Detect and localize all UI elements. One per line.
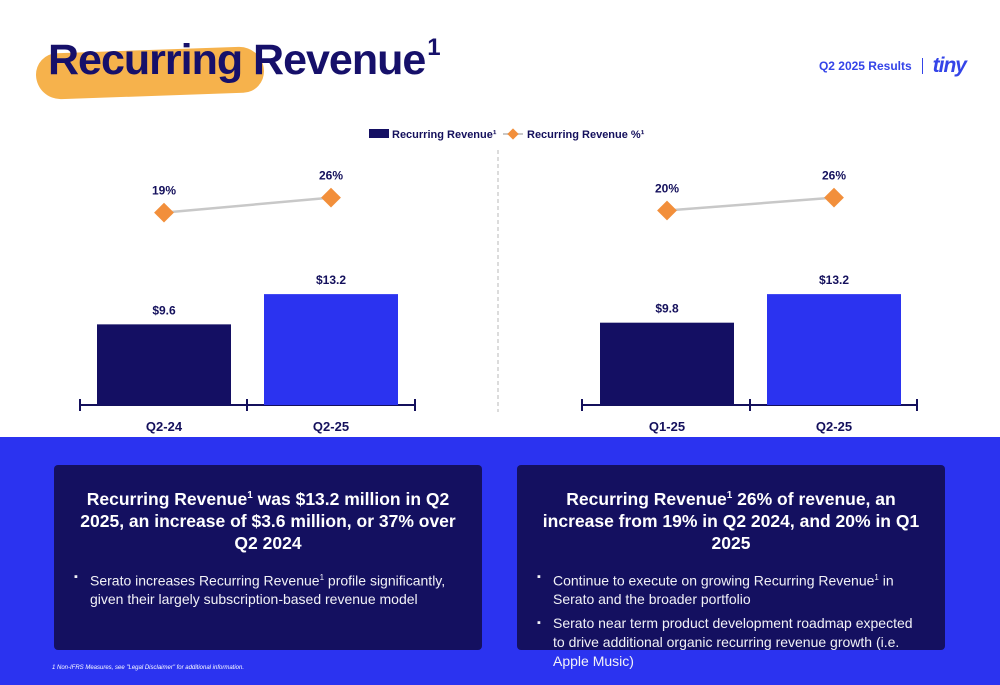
page-title: Recurring Revenue1 [48, 34, 441, 85]
pct-value-label: 20% [655, 182, 679, 196]
pct-value-label: 26% [822, 169, 846, 183]
bar-value-label: $9.8 [655, 302, 679, 316]
card-right: Recurring Revenue1 26% of revenue, an in… [517, 465, 945, 669]
tiny-logo: tiny [932, 54, 967, 77]
bullet-sup: 1 [874, 572, 879, 582]
card-right-bullets: Continue to execute on growing Recurring… [535, 568, 927, 672]
category-label: Q2-25 [816, 419, 852, 434]
recurring-revenue-chart: Recurring Revenue¹ Recurring Revenue %¹ $9… [0, 112, 1000, 442]
card-left-heading-b: was $13.2 million in Q2 2025, an increas… [80, 488, 456, 553]
chart-svg: Recurring Revenue¹ Recurring Revenue %¹ $9… [79, 128, 918, 434]
card-right-heading: Recurring Revenue1 26% of revenue, an in… [535, 485, 927, 554]
bar-value-label: $13.2 [819, 273, 849, 287]
card-left-heading: Recurring Revenue1 was $13.2 million in … [72, 485, 464, 554]
pct-line [666, 196, 835, 212]
card-right-bullet: Serato near term product development roa… [535, 614, 927, 671]
pct-marker [657, 200, 677, 221]
pct-value-label: 26% [319, 169, 343, 183]
category-label: Q2-25 [313, 419, 349, 434]
card-left: Recurring Revenue1 was $13.2 million in … [54, 465, 482, 650]
card-left-heading-sup: 1 [247, 490, 253, 501]
pct-marker [824, 187, 844, 208]
category-label: Q2-24 [146, 419, 183, 434]
bullet-text-a: Serato near term product development roa… [553, 615, 913, 670]
card-left-bullets: Serato increases Recurring Revenue1 prof… [72, 568, 464, 610]
legend-marker-swatch [507, 128, 519, 140]
bar-value-label: $13.2 [316, 273, 346, 287]
legend-bar-swatch [369, 129, 389, 138]
card-right-heading-b: 26% of revenue, an increase from 19% in … [542, 488, 920, 553]
bar [97, 324, 231, 405]
results-label: Q2 2025 Results [818, 59, 912, 73]
bar-value-label: $9.6 [152, 303, 176, 317]
bar [600, 322, 734, 405]
pct-line [163, 196, 332, 214]
bullet-text-a: Continue to execute on growing Recurring… [553, 572, 875, 589]
bar [767, 294, 901, 405]
bullet-text-b: in Serato and the broader portfolio [553, 572, 894, 608]
card-right-heading-sup: 1 [726, 490, 733, 501]
bullet-sup: 1 [319, 572, 325, 582]
header-divider [921, 58, 923, 74]
legend-line-label: Recurring Revenue %¹ [527, 129, 645, 141]
card-left-heading-a: Recurring Revenue [86, 488, 248, 509]
card-right-heading-a: Recurring Revenue [566, 488, 727, 509]
header-right: Q2 2025 Results tiny [818, 54, 967, 78]
pct-marker [154, 202, 174, 223]
card-left-bullet: Serato increases Recurring Revenue1 prof… [72, 568, 464, 610]
footnote: 1 Non-IFRS Measures, see "Legal Disclaim… [52, 665, 245, 671]
bar [264, 294, 398, 405]
page-title-sup: 1 [427, 34, 440, 61]
title-area: Recurring Revenue1 [0, 0, 520, 110]
bullet-text-a: Serato increases Recurring Revenue [90, 572, 320, 589]
pct-marker [321, 187, 341, 208]
pct-value-label: 19% [152, 184, 176, 198]
card-right-bullet: Continue to execute on growing Recurring… [535, 568, 927, 610]
legend-bar-label: Recurring Revenue¹ [392, 129, 497, 141]
category-label: Q1-25 [649, 419, 685, 434]
bullet-text-b: profile significantly, given their large… [90, 572, 446, 608]
page-title-text: Recurring Revenue [48, 36, 426, 84]
